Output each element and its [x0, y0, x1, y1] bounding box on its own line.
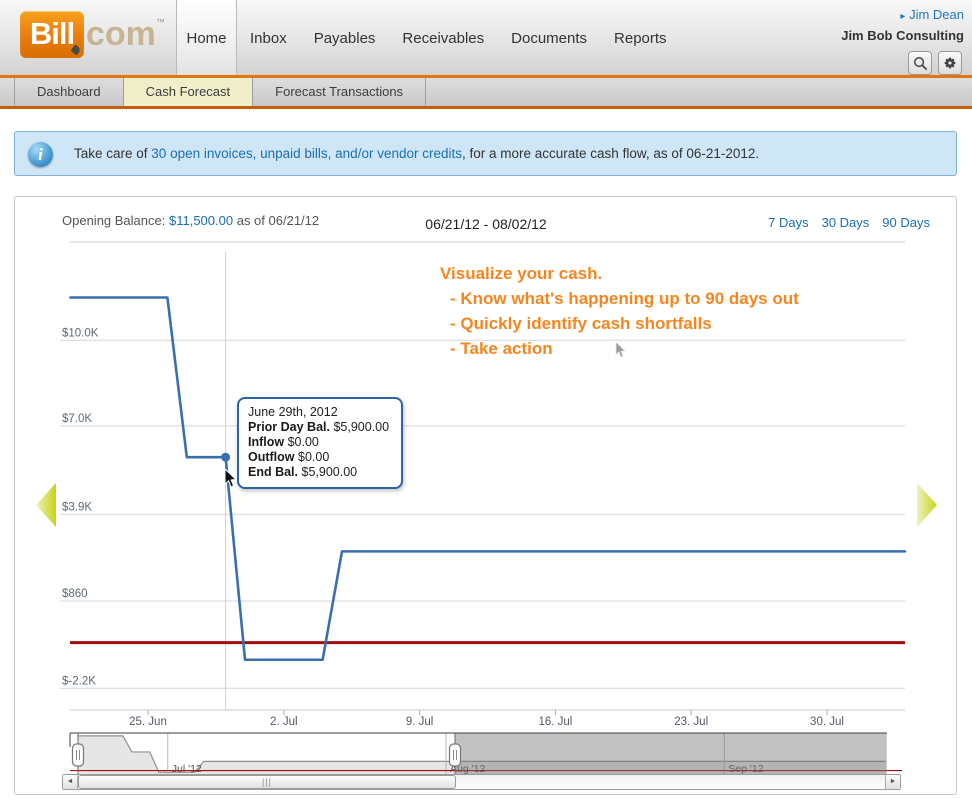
- banner-text-suffix: , for a more accurate cash flow, as of 0…: [462, 146, 760, 161]
- nav-item-documents[interactable]: Documents: [511, 30, 588, 47]
- top-navigation: Inbox Payables Receivables Documents Rep…: [250, 30, 667, 47]
- nav-item-inbox[interactable]: Inbox: [250, 30, 287, 47]
- banner-open-items-link[interactable]: 30 open invoices, unpaid bills, and/or v…: [151, 146, 462, 161]
- info-icon: i: [28, 142, 53, 167]
- company-name: Jim Bob Consulting: [841, 28, 964, 43]
- logo-bill-text: Bill: [29, 16, 75, 51]
- nav-tab-home[interactable]: Home: [176, 0, 237, 75]
- promo-title: Visualize your cash.: [440, 264, 603, 283]
- user-menu[interactable]: ▸ Jim Dean: [900, 7, 964, 22]
- user-menu-arrow-icon: ▸: [900, 11, 906, 22]
- subtab-cash-forecast[interactable]: Cash Forecast: [123, 78, 254, 106]
- nav-item-reports[interactable]: Reports: [614, 30, 667, 47]
- promo-bullet-3: - Take action: [450, 339, 553, 358]
- subtab-dashboard[interactable]: Dashboard: [14, 78, 124, 106]
- promo-bullet-2: - Quickly identify cash shortfalls: [450, 314, 712, 333]
- tooltip-date: June 29th, 2012: [248, 405, 338, 419]
- search-icon: [913, 56, 927, 70]
- pan-right-arrow-button[interactable]: [915, 481, 939, 529]
- tooltip-row: Prior Day Bal. $5,900.00: [248, 420, 390, 434]
- banner-text-prefix: Take care of: [74, 146, 152, 161]
- opening-balance: Opening Balance: $11,500.00 as of 06/21/…: [62, 213, 319, 228]
- chart-date-range: 06/21/12 - 08/02/12: [425, 216, 547, 232]
- promo-text: Visualize your cash. - Know what's happe…: [440, 261, 799, 361]
- range-quick-links: 7 Days 30 Days 90 Days: [768, 215, 930, 230]
- nav-home-label: Home: [186, 30, 227, 47]
- promo-bullet-1: - Know what's happening up to 90 days ou…: [450, 289, 799, 308]
- app-header: Bill com ™ Home Inbox Payables Receivabl…: [0, 0, 972, 78]
- tooltip-row: Outflow $0.00: [248, 450, 330, 464]
- tooltip-row: End Bal. $5,900.00: [248, 465, 358, 479]
- scrollbar-right-arrow[interactable]: ►: [885, 775, 900, 789]
- nav-item-payables[interactable]: Payables: [313, 30, 376, 47]
- nav-item-receivables[interactable]: Receivables: [402, 30, 485, 47]
- logo-trademark: ™: [155, 17, 165, 27]
- user-menu-label: Jim Dean: [909, 7, 964, 22]
- sub-navigation: Dashboard Cash Forecast Forecast Transac…: [0, 78, 972, 109]
- opening-balance-value-link[interactable]: $11,500.00: [168, 213, 234, 228]
- billcom-logo[interactable]: Bill com ™: [20, 11, 165, 58]
- range-link-30-days[interactable]: 30 Days: [821, 215, 870, 230]
- subtab-forecast-transactions[interactable]: Forecast Transactions: [253, 78, 427, 106]
- chart-tooltip: June 29th, 2012 Prior Day Bal. $5,900.00…: [237, 397, 403, 489]
- opening-balance-asof: as of 06/21/12: [236, 213, 320, 228]
- chart-horizontal-scrollbar[interactable]: ◄ ► |||: [62, 774, 901, 790]
- banner-text: Take care of 30 open invoices, unpaid bi…: [74, 146, 759, 161]
- settings-gear-icon: [944, 57, 956, 69]
- range-link-90-days[interactable]: 90 Days: [882, 215, 930, 230]
- scrollbar-left-arrow[interactable]: ◄: [63, 775, 78, 789]
- search-button[interactable]: [908, 51, 932, 75]
- info-banner: i Take care of 30 open invoices, unpaid …: [14, 131, 957, 176]
- tooltip-row: Inflow $0.00: [248, 435, 319, 449]
- opening-balance-label: Opening Balance:: [62, 213, 166, 228]
- billcom-logo-mark: Bill: [20, 11, 84, 58]
- settings-button[interactable]: [938, 51, 962, 75]
- pan-left-arrow-button[interactable]: [34, 481, 58, 529]
- logo-com-text: com: [86, 15, 156, 53]
- scrollbar-thumb[interactable]: |||: [78, 775, 456, 789]
- scrollbar-grip-icon: |||: [261, 777, 272, 787]
- range-link-7-days[interactable]: 7 Days: [768, 215, 809, 230]
